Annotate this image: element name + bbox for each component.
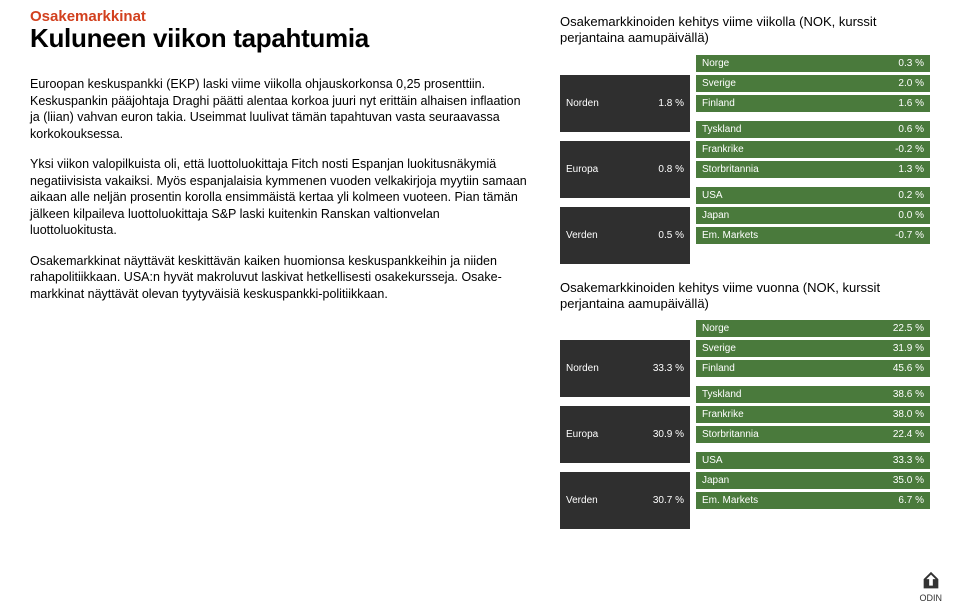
country-cell: Tyskland0.6 % (696, 121, 930, 138)
country-cell: USA33.3 % (696, 452, 930, 469)
body-text: Euroopan keskuspankki (EKP) laski viime … (30, 76, 530, 302)
country-cell: Tyskland38.6 % (696, 386, 930, 403)
odin-logo-text: ODIN (920, 593, 943, 603)
country-cell: Finland45.6 % (696, 360, 930, 377)
country-cell: Japan0.0 % (696, 207, 930, 224)
country-cell: Norge22.5 % (696, 320, 930, 337)
region-cell: Europa30.9 % (560, 406, 690, 463)
paragraph-3: Osakemarkkinat näyttävät keskittävän kai… (30, 253, 530, 303)
region-cell: Verden0.5 % (560, 207, 690, 264)
country-cell: Storbritannia22.4 % (696, 426, 930, 443)
region-cell: Norden33.3 % (560, 340, 690, 397)
table2: Norden33.3 % Europa30.9 % Verden30.7 % Norg… (560, 320, 930, 529)
country-cell: Japan35.0 % (696, 472, 930, 489)
paragraph-1: Euroopan keskuspankki (EKP) laski viime … (30, 76, 530, 142)
country-cell: Em. Markets6.7 % (696, 492, 930, 509)
odin-logo-icon (920, 570, 942, 592)
page-title: Kuluneen viikon tapahtumia (30, 23, 530, 54)
paragraph-2: Yksi viikon valopilkuista oli, että luot… (30, 156, 530, 239)
country-cell: Finland1.6 % (696, 95, 930, 112)
country-cell: USA0.2 % (696, 187, 930, 204)
country-cell: Sverige2.0 % (696, 75, 930, 92)
region-cell: Norden1.8 % (560, 75, 690, 132)
country-cell: Frankrike-0.2 % (696, 141, 930, 158)
country-cell: Sverige31.9 % (696, 340, 930, 357)
table1-title: Osakemarkkinoiden kehitys viime viikolla… (560, 14, 930, 47)
country-cell: Storbritannia1.3 % (696, 161, 930, 178)
table1: Norden1.8 % Europa0.8 % Verden0.5 % Norge0.… (560, 55, 930, 264)
odin-logo: ODIN (920, 570, 943, 603)
country-cell: Frankrike38.0 % (696, 406, 930, 423)
country-cell: Em. Markets-0.7 % (696, 227, 930, 244)
table2-title: Osakemarkkinoiden kehitys viime vuonna (… (560, 280, 930, 313)
region-cell: Verden30.7 % (560, 472, 690, 529)
country-cell: Norge0.3 % (696, 55, 930, 72)
region-cell: Europa0.8 % (560, 141, 690, 198)
